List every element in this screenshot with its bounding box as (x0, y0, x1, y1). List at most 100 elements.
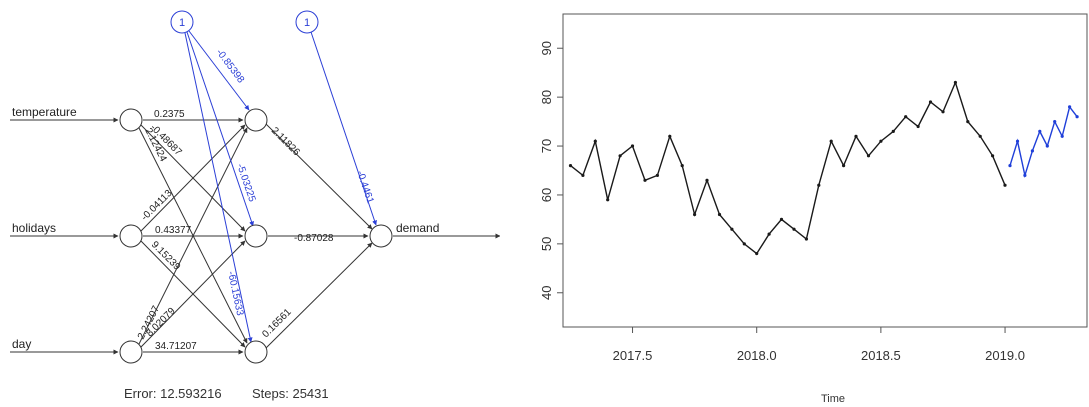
series-1-point (755, 252, 759, 256)
series-1-point (767, 232, 771, 236)
series-1-point (792, 227, 796, 231)
series-1-point (730, 227, 734, 231)
input-node-temperature (119, 108, 143, 132)
series-1-point (941, 110, 945, 114)
bias-node-output (295, 10, 319, 34)
bias-node-hidden-label: 1 (179, 17, 185, 29)
series-1-point (618, 154, 622, 158)
series-2-point (1008, 164, 1012, 168)
series-1-point (829, 139, 833, 143)
edge-bias-h2 (186, 31, 254, 227)
hidden-node-2 (244, 224, 268, 248)
edge-holidays-h1 (140, 124, 246, 232)
weight-h2-output: -0.87028 (294, 233, 334, 244)
edge-bias-h3 (184, 32, 253, 343)
edge-bias-h1 (188, 30, 250, 111)
bias-node-output-label: 1 (304, 17, 310, 29)
series-1-point (779, 217, 784, 221)
y-tick-label: 80 (539, 90, 554, 104)
input-label-temperature: temperature (12, 105, 77, 119)
series-line-1 (570, 80, 1006, 255)
series-2-point (1023, 173, 1027, 177)
edge-day-h1 (138, 127, 248, 345)
series-1-point (606, 198, 610, 202)
weight-holidays-h1: -0.04113 (139, 188, 174, 223)
x-tick-label: 2018.0 (737, 348, 777, 363)
series-1-point (891, 129, 895, 133)
series-1-point (742, 242, 746, 246)
y-tick-label: 90 (539, 41, 554, 55)
weight-h3-output: 0.16561 (260, 306, 294, 340)
y-axis: 40 50 60 70 80 90 (539, 41, 564, 300)
series-1-point (904, 115, 908, 119)
weight-bias-h3: -60.15633 (225, 270, 245, 317)
series-1-point (705, 178, 709, 182)
series-1-point (928, 100, 933, 104)
series-1-point (1003, 183, 1007, 187)
weight-day-h3: 34.71207 (155, 341, 197, 352)
input-node-holidays (119, 224, 143, 248)
weight-bias-output: -0.4461 (354, 169, 376, 205)
series-1-point (568, 164, 573, 168)
edge-day-h2 (140, 240, 246, 348)
series-2-point (1068, 105, 1072, 109)
weight-bias-h2: -5.03225 (234, 162, 257, 203)
series-1-point (916, 124, 920, 129)
series-2-point (1053, 120, 1057, 124)
series-1-point (581, 173, 585, 177)
series-2-point (1060, 134, 1064, 138)
weight-holidays-h2: 0.43377 (155, 225, 192, 236)
y-tick-label: 50 (539, 237, 554, 251)
series-1-point (630, 144, 635, 148)
weight-temperature-h1: 0.2375 (154, 109, 185, 120)
series-1-point (804, 237, 808, 241)
weight-holidays-h3: 9.15239 (149, 239, 183, 273)
edge-h1-output (265, 123, 373, 230)
weight-h1-output: 2.11826 (269, 125, 302, 158)
input-label-holidays: holidays (12, 221, 56, 235)
series-1-point (717, 212, 722, 217)
x-tick-label: 2019.0 (985, 348, 1025, 363)
hidden-node-1 (244, 108, 268, 132)
series-2-point (1075, 115, 1079, 119)
series-2-point (1015, 139, 1020, 143)
plot-area (568, 80, 1079, 256)
edge-bias-output (310, 31, 377, 226)
plot-frame (562, 13, 1088, 328)
bias-node-hidden (170, 10, 194, 34)
series-2-point (1045, 144, 1049, 148)
series-1-point (879, 139, 883, 143)
series-1-point (953, 80, 957, 85)
y-tick-label: 70 (539, 139, 554, 153)
output-node (369, 224, 393, 248)
neural-network-diagram: temperature holidays day (10, 10, 500, 401)
series-1-point (593, 139, 597, 143)
weight-bias-h1: -0.85398 (214, 47, 247, 85)
series-1-point (866, 154, 871, 158)
y-tick-label: 60 (539, 188, 554, 202)
x-axis: 2017.5 2018.0 2018.5 2019.0 (613, 326, 1025, 363)
steps-label: Steps: 25431 (252, 386, 329, 401)
x-tick-label: 2017.5 (613, 348, 653, 363)
output-label-demand: demand (396, 221, 439, 235)
series-1-point (842, 164, 846, 168)
series-1-point (655, 173, 659, 177)
series-1-point (693, 212, 697, 217)
hidden-node-3 (244, 340, 268, 364)
edge-h3-output (265, 242, 373, 349)
series-2-point (1030, 149, 1034, 153)
input-node-day (119, 340, 143, 364)
series-1-point (966, 120, 970, 124)
series-1-point (643, 178, 647, 182)
x-axis-label: Time (821, 393, 845, 405)
series-1-point (991, 154, 995, 158)
series-2-point (1038, 129, 1042, 133)
error-label: Error: 12.593216 (124, 386, 222, 401)
series-1-point (680, 164, 684, 168)
series-1-point (817, 183, 821, 187)
series-line-2 (1009, 105, 1078, 179)
y-tick-label: 40 (539, 286, 554, 300)
series-1-point (854, 134, 858, 138)
x-tick-label: 2018.5 (861, 348, 901, 363)
series-1-point (668, 134, 672, 138)
